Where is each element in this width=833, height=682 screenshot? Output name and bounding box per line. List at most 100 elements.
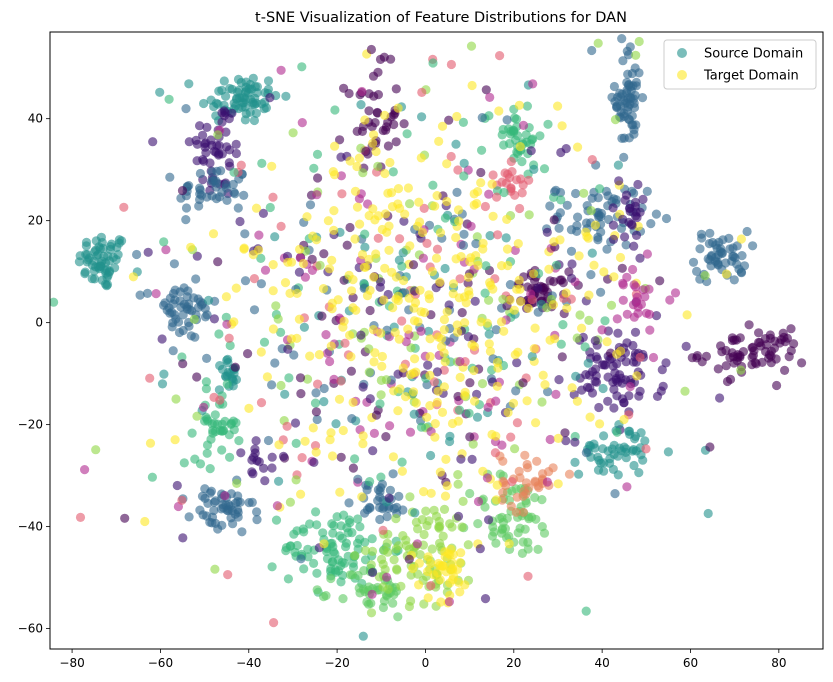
scatter-point — [586, 206, 596, 216]
scatter-point — [632, 292, 642, 302]
scatter-point — [192, 411, 202, 421]
scatter-point — [75, 512, 86, 523]
scatter-point — [581, 448, 592, 458]
scatter-point — [408, 260, 419, 270]
scatter-point — [539, 164, 550, 174]
x-tick-label: −40 — [236, 656, 261, 670]
scatter-point — [217, 445, 227, 455]
scatter-point — [491, 325, 501, 335]
scatter-point — [682, 310, 692, 320]
scatter-point — [345, 330, 355, 340]
scatter-point — [493, 230, 503, 240]
scatter-point — [711, 240, 721, 250]
scatter-point — [432, 367, 442, 377]
scatter-point — [548, 300, 559, 310]
legend-label-target: Target Domain — [703, 69, 799, 84]
scatter-point — [460, 580, 470, 590]
scatter-point — [369, 91, 379, 101]
scatter-point — [353, 474, 363, 484]
scatter-point — [503, 261, 513, 271]
scatter-point — [632, 371, 642, 381]
scatter-point — [338, 322, 348, 332]
scatter-point — [484, 295, 494, 305]
scatter-point — [200, 493, 210, 503]
scatter-point — [658, 381, 668, 391]
scatter-point — [151, 289, 161, 299]
scatter-point — [208, 229, 219, 239]
scatter-point — [456, 548, 466, 558]
scatter-point — [445, 436, 455, 447]
x-tick-label: −60 — [148, 656, 173, 670]
scatter-point — [200, 142, 210, 152]
scatter-point — [383, 117, 393, 127]
scatter-point — [557, 121, 567, 131]
scatter-point — [396, 581, 406, 591]
scatter-point — [267, 380, 277, 390]
scatter-point — [274, 440, 284, 450]
scatter-point — [595, 184, 605, 194]
scatter-point — [584, 315, 594, 325]
scatter-point — [119, 202, 129, 212]
scatter-point — [515, 142, 525, 152]
scatter-point — [297, 62, 307, 72]
scatter-point — [543, 119, 553, 129]
scatter-point — [624, 203, 635, 213]
scatter-point — [239, 190, 249, 200]
scatter-point — [366, 608, 377, 618]
scatter-point — [640, 436, 650, 446]
scatter-point — [622, 309, 632, 319]
scatter-point — [385, 421, 395, 431]
scatter-point — [496, 317, 507, 327]
scatter-point — [609, 403, 619, 413]
scatter-point — [235, 93, 245, 103]
scatter-point — [355, 522, 365, 532]
scatter-point — [389, 555, 399, 565]
scatter-point — [477, 145, 487, 155]
scatter-point — [230, 509, 240, 519]
scatter-point — [327, 255, 337, 265]
scatter-point — [408, 563, 418, 574]
scatter-point — [733, 352, 743, 362]
scatter-point — [393, 406, 403, 416]
scatter-point — [327, 298, 337, 308]
scatter-point — [537, 495, 547, 505]
scatter-point — [411, 398, 421, 408]
scatter-point — [426, 450, 436, 461]
scatter-point — [308, 423, 318, 433]
scatter-point — [527, 512, 537, 522]
scatter-point — [488, 170, 498, 180]
scatter-point — [663, 447, 674, 457]
scatter-point — [490, 448, 500, 458]
legend: Source Domain Target Domain — [663, 39, 817, 90]
scatter-point — [176, 193, 186, 203]
scatter-point — [410, 297, 421, 308]
scatter-point — [159, 369, 169, 379]
scatter-point — [231, 148, 241, 159]
scatter-point — [697, 233, 707, 243]
scatter-point — [606, 300, 617, 310]
scatter-point — [229, 317, 239, 327]
scatter-point — [641, 308, 652, 318]
scatter-point — [514, 100, 525, 110]
scatter-point — [439, 382, 449, 392]
scatter-point — [478, 238, 488, 248]
scatter-point — [750, 358, 760, 368]
scatter-point — [484, 515, 494, 525]
scatter-point — [631, 50, 641, 60]
scatter-point — [545, 335, 555, 345]
scatter-point — [167, 322, 177, 332]
scatter-point — [90, 274, 100, 284]
scatter-point — [602, 244, 612, 254]
scatter-point — [317, 311, 327, 321]
scatter-point — [399, 119, 409, 129]
scatter-point — [169, 259, 179, 269]
scatter-point — [281, 91, 291, 101]
scatter-point — [411, 367, 421, 377]
scatter-point — [455, 274, 465, 284]
scatter-point — [430, 432, 440, 442]
scatter-point — [566, 294, 576, 304]
scatter-point — [269, 618, 279, 628]
scatter-point — [458, 496, 468, 506]
scatter-point — [315, 260, 325, 270]
scatter-point — [574, 469, 584, 479]
